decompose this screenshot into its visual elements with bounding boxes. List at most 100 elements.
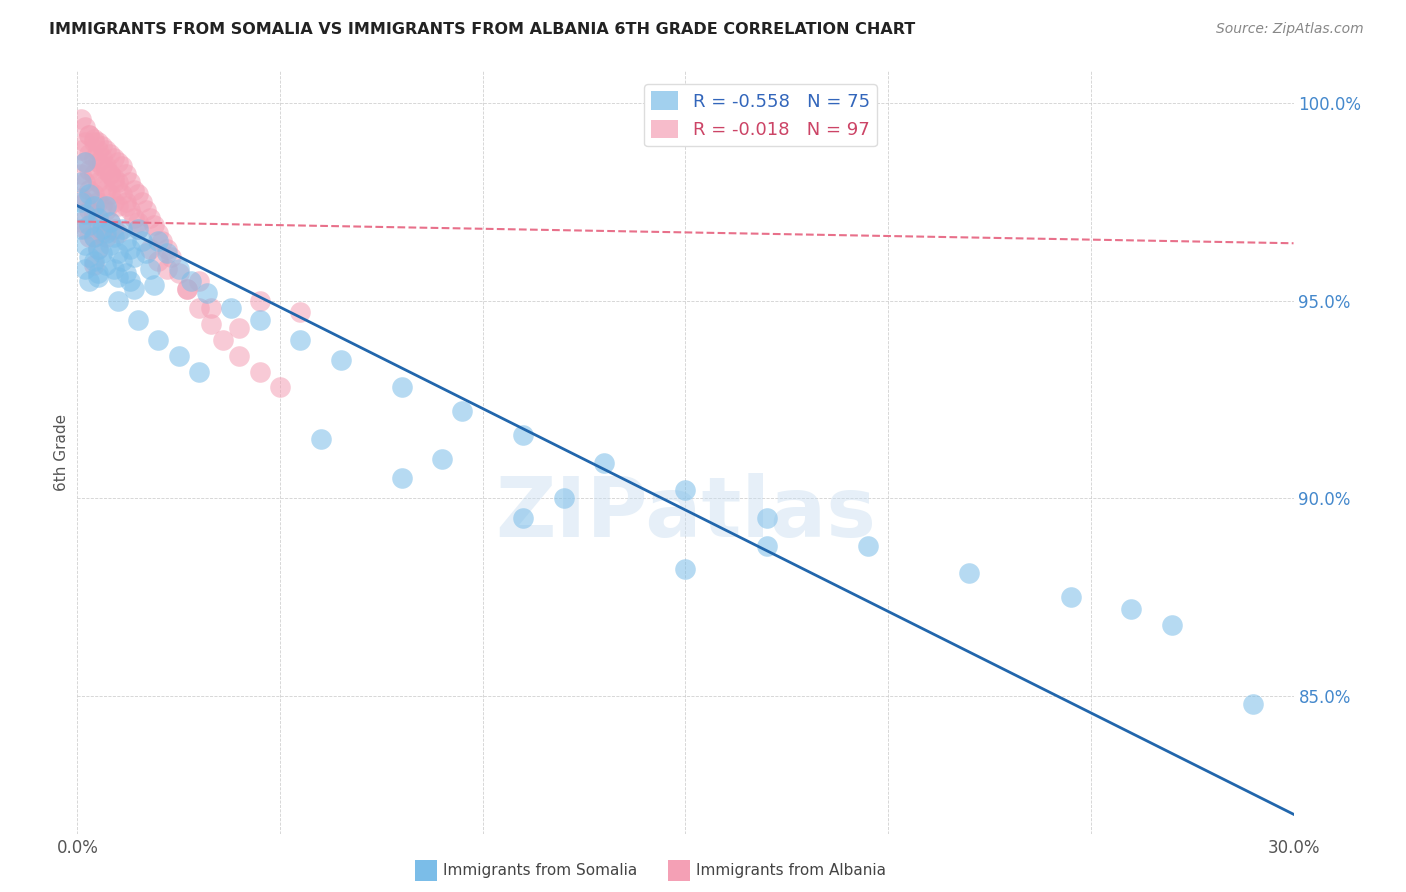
Point <box>188 365 211 379</box>
Point <box>83 258 105 272</box>
Point <box>79 219 101 233</box>
Point <box>79 250 101 264</box>
Point <box>176 282 198 296</box>
Point <box>94 144 117 158</box>
Point <box>148 234 170 248</box>
Point <box>155 242 177 256</box>
Point <box>675 483 697 498</box>
Point <box>957 566 980 581</box>
Point <box>180 274 202 288</box>
Point <box>212 333 235 347</box>
Point <box>1241 697 1264 711</box>
Point <box>94 183 117 197</box>
Point <box>155 262 177 277</box>
Point <box>83 186 105 201</box>
Point <box>83 206 105 220</box>
Point <box>86 136 108 150</box>
Point <box>70 167 93 181</box>
Point <box>131 234 153 248</box>
Point <box>83 199 105 213</box>
Point <box>856 539 879 553</box>
Point <box>1121 601 1143 615</box>
Point <box>70 112 93 126</box>
Point <box>75 238 97 252</box>
Point <box>75 155 97 169</box>
Point <box>391 380 413 394</box>
Point <box>94 199 117 213</box>
Point <box>115 234 138 248</box>
Point <box>75 136 97 150</box>
Point <box>75 175 97 189</box>
Point <box>143 219 166 233</box>
Point <box>107 293 129 308</box>
Point <box>135 202 157 217</box>
Point <box>94 227 117 241</box>
Point <box>98 186 121 201</box>
Y-axis label: 6th Grade: 6th Grade <box>53 414 69 491</box>
Text: ZIPatlas: ZIPatlas <box>495 473 876 554</box>
Point <box>188 274 211 288</box>
Point <box>79 230 101 244</box>
Point <box>83 230 105 244</box>
Point <box>70 222 93 236</box>
Point <box>159 250 181 264</box>
Point <box>118 274 141 288</box>
Point <box>98 167 121 181</box>
Point <box>111 186 134 201</box>
Point <box>167 266 190 280</box>
Point <box>122 183 145 197</box>
Point <box>83 136 105 150</box>
Point <box>83 167 105 181</box>
Point <box>79 202 101 217</box>
Point <box>83 131 105 145</box>
Point <box>86 144 108 158</box>
Point <box>90 151 112 165</box>
Point <box>103 230 125 244</box>
Point <box>86 266 108 280</box>
Point <box>195 285 218 300</box>
Point <box>139 242 162 256</box>
Point <box>167 349 190 363</box>
Point <box>79 274 101 288</box>
Point <box>512 511 534 525</box>
Point <box>79 183 101 197</box>
Point <box>107 183 129 197</box>
Point <box>70 214 93 228</box>
Point <box>70 144 93 158</box>
Point <box>122 250 145 264</box>
Point <box>553 491 575 505</box>
Point <box>79 128 101 142</box>
Point <box>249 293 271 308</box>
Point <box>86 175 108 189</box>
Point <box>107 246 129 260</box>
Point <box>755 539 778 553</box>
Point <box>75 222 97 236</box>
Point <box>290 333 312 347</box>
Point <box>148 333 170 347</box>
Point <box>75 262 97 277</box>
Point <box>86 155 108 169</box>
Point <box>127 186 149 201</box>
Point <box>98 167 121 181</box>
Point <box>451 404 474 418</box>
Point <box>79 147 101 161</box>
Point <box>79 128 101 142</box>
Point <box>139 211 162 225</box>
Point <box>94 163 117 178</box>
Point <box>90 139 112 153</box>
Point <box>1161 617 1184 632</box>
Point <box>155 246 177 260</box>
Point <box>512 428 534 442</box>
Point <box>90 222 112 236</box>
Point <box>430 451 453 466</box>
Point <box>86 242 108 256</box>
Point <box>98 238 121 252</box>
Point <box>90 178 112 193</box>
Point <box>103 222 125 236</box>
Point <box>675 562 697 576</box>
Point <box>94 258 117 272</box>
Point <box>107 155 129 169</box>
Point <box>148 227 170 241</box>
Point <box>127 313 149 327</box>
Point <box>200 301 222 316</box>
